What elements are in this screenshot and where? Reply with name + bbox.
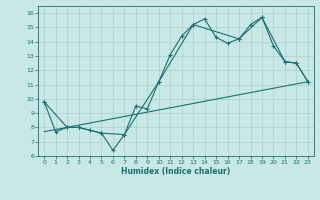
X-axis label: Humidex (Indice chaleur): Humidex (Indice chaleur) (121, 167, 231, 176)
